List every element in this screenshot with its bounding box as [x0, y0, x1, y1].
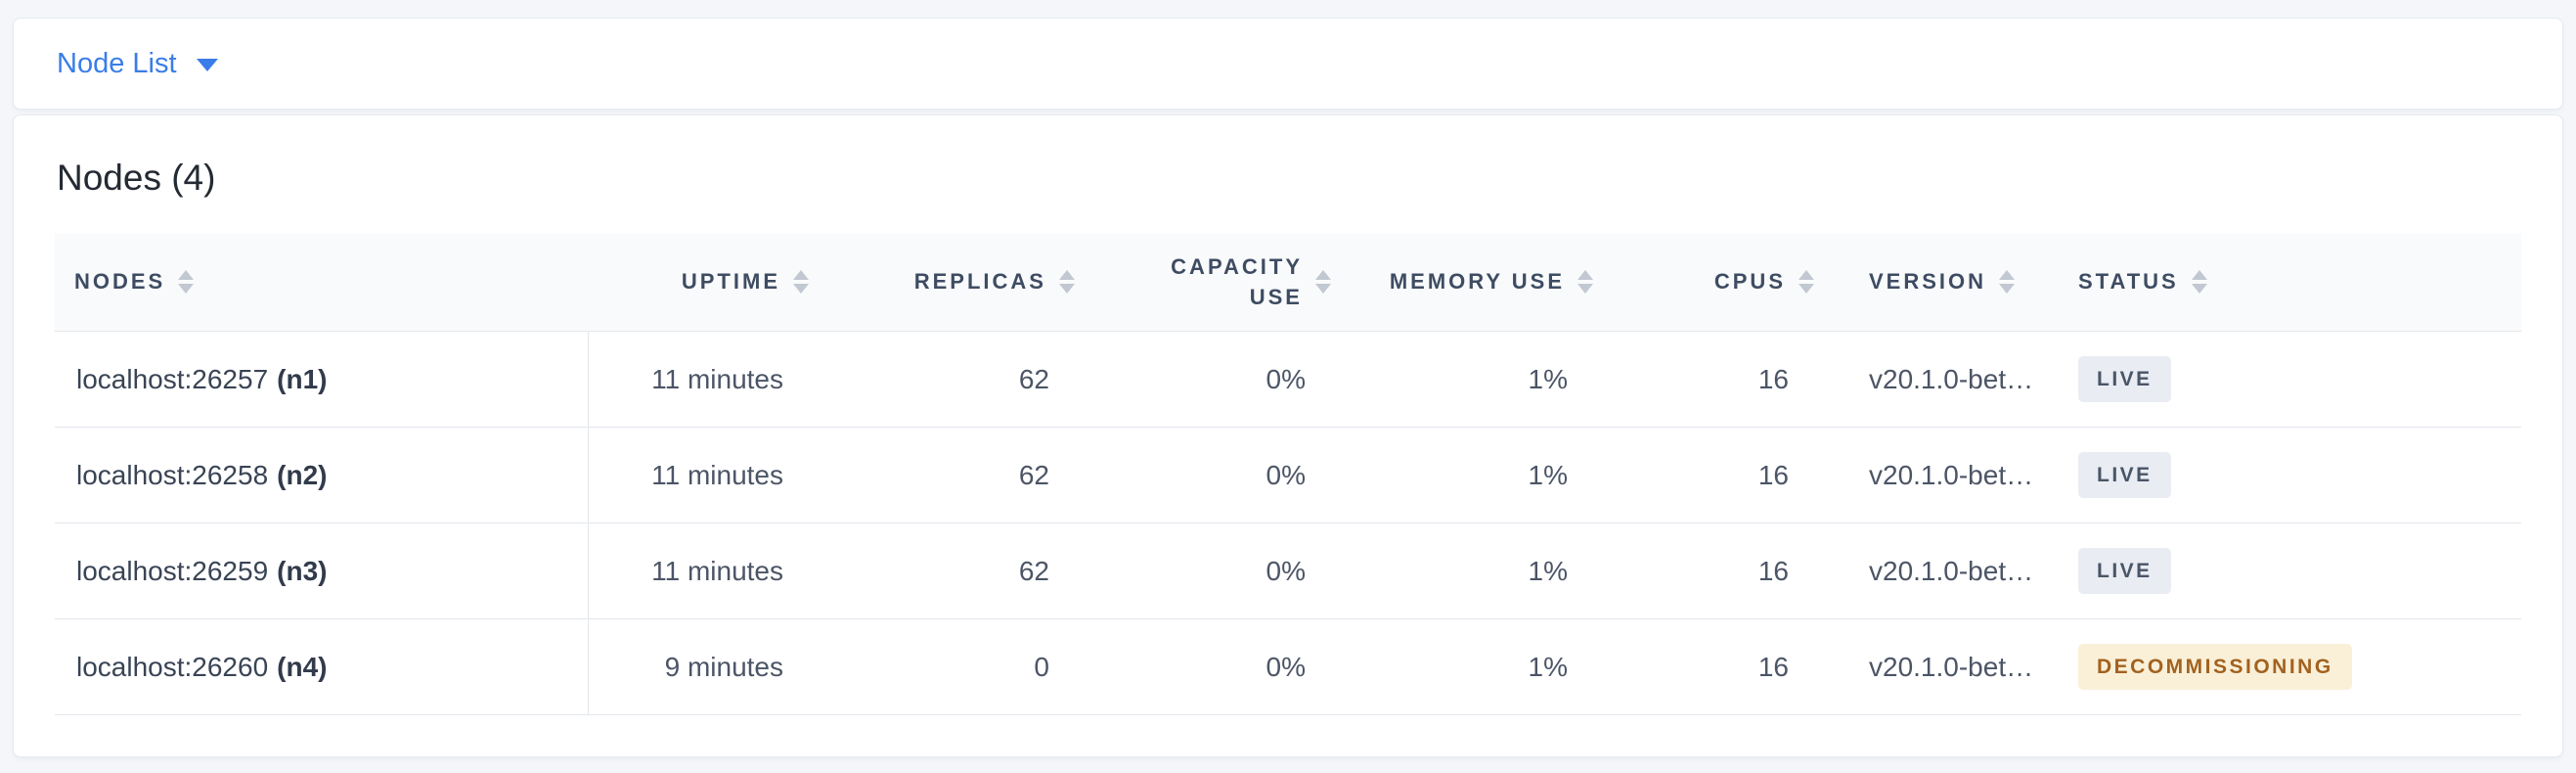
cell-cpus: 16 — [1593, 618, 1814, 716]
sort-icon — [793, 270, 809, 295]
cell-version: v20.1.0-bet… — [1814, 427, 2049, 524]
cell-nodes: localhost:26257 (n1) — [55, 331, 589, 429]
column-label-version: VERSION — [1869, 269, 1987, 295]
column-header-inner: MEMORY USE — [1331, 269, 1593, 295]
sort-icon — [1059, 270, 1075, 295]
column-label-uptime: UPTIME — [681, 269, 780, 295]
nodes-panel: Nodes (4) NODES UPTIME REPLICAS CAPACITY US… — [13, 114, 2563, 757]
nodes-table: NODES UPTIME REPLICAS CAPACITY USE MEMORY US… — [55, 233, 2521, 716]
cell-cpus: 16 — [1593, 523, 1814, 620]
column-label-memory_use: MEMORY USE — [1389, 269, 1565, 295]
cell-memory_use: 1% — [1331, 331, 1593, 429]
sort-icon — [2191, 270, 2207, 295]
column-header-inner: REPLICAS — [809, 269, 1075, 295]
page: Node List Nodes (4) NODES UPTIME REPLICAS C… — [13, 18, 2563, 757]
cell-nodes: localhost:26259 (n3) — [55, 523, 589, 620]
column-label-nodes: NODES — [74, 269, 166, 295]
table-row[interactable]: localhost:26257 (n1) 11 minutes 62 0% 1% 16 v20… — [55, 331, 2521, 429]
node-address[interactable]: localhost:26259 — [76, 555, 269, 586]
view-dropdown[interactable]: Node List — [57, 48, 218, 80]
node-address[interactable]: localhost:26260 — [76, 651, 269, 682]
view-selector-bar: Node List — [13, 18, 2563, 110]
column-header-status[interactable]: STATUS — [2049, 233, 2521, 333]
column-header-inner: CAPACITY USE — [1075, 251, 1331, 314]
cell-version: v20.1.0-bet… — [1814, 618, 2049, 716]
table-header-row: NODES UPTIME REPLICAS CAPACITY USE MEMORY US… — [55, 233, 2521, 333]
cell-replicas: 62 — [809, 331, 1075, 429]
column-header-inner: VERSION — [1814, 269, 2049, 295]
cell-capacity_use: 0% — [1075, 618, 1331, 716]
cell-capacity_use: 0% — [1075, 427, 1331, 524]
view-dropdown-label: Node List — [57, 47, 177, 79]
table-row[interactable]: localhost:26260 (n4) 9 minutes 0 0% 1% 16 v20.1… — [55, 618, 2521, 716]
sort-icon — [1799, 270, 1814, 295]
column-header-memory_use[interactable]: MEMORY USE — [1331, 233, 1593, 333]
node-address[interactable]: localhost:26257 — [76, 363, 269, 394]
cell-replicas: 62 — [809, 523, 1075, 620]
cell-status: LIVE — [2049, 331, 2521, 429]
cell-uptime: 9 minutes — [588, 618, 809, 716]
cell-capacity_use: 0% — [1075, 331, 1331, 429]
cell-memory_use: 1% — [1331, 618, 1593, 716]
column-header-capacity_use[interactable]: CAPACITY USE — [1075, 233, 1331, 333]
column-header-inner: NODES — [55, 269, 588, 295]
status-badge: LIVE — [2078, 452, 2171, 499]
table-row[interactable]: localhost:26258 (n2) 11 minutes 62 0% 1% 16 v20… — [55, 427, 2521, 524]
cell-uptime: 11 minutes — [588, 427, 809, 524]
node-id: (n4) — [277, 651, 328, 682]
column-header-version[interactable]: VERSION — [1814, 233, 2049, 333]
sort-icon — [178, 270, 195, 295]
status-badge: LIVE — [2078, 548, 2171, 595]
page-title: Nodes (4) — [57, 158, 216, 198]
cell-replicas: 0 — [809, 618, 1075, 716]
cell-status: LIVE — [2049, 427, 2521, 524]
node-id: (n3) — [277, 555, 328, 586]
node-address[interactable]: localhost:26258 — [76, 459, 269, 490]
cell-uptime: 11 minutes — [588, 331, 809, 429]
chevron-down-icon — [196, 59, 218, 71]
sort-icon — [1315, 270, 1331, 295]
cell-nodes: localhost:26260 (n4) — [55, 618, 589, 716]
column-header-replicas[interactable]: REPLICAS — [809, 233, 1075, 333]
sort-icon — [1577, 270, 1593, 295]
column-label-replicas: REPLICAS — [913, 269, 1046, 295]
column-label-capacity_use: CAPACITY USE — [1171, 253, 1303, 310]
cell-status: LIVE — [2049, 523, 2521, 620]
cell-status: DECOMMISSIONING — [2049, 618, 2521, 716]
column-header-inner: CPUS — [1593, 269, 1814, 295]
status-badge: LIVE — [2078, 356, 2171, 403]
column-header-uptime[interactable]: UPTIME — [588, 233, 809, 333]
cell-nodes: localhost:26258 (n2) — [55, 427, 589, 524]
cell-cpus: 16 — [1593, 331, 1814, 429]
cell-uptime: 11 minutes — [588, 523, 809, 620]
table-header: NODES UPTIME REPLICAS CAPACITY USE MEMORY US… — [55, 233, 2521, 333]
cell-memory_use: 1% — [1331, 427, 1593, 524]
column-header-inner: STATUS — [2049, 269, 2521, 295]
sort-icon — [1999, 270, 2016, 295]
cell-memory_use: 1% — [1331, 523, 1593, 620]
column-header-cpus[interactable]: CPUS — [1593, 233, 1814, 333]
node-id: (n2) — [277, 459, 328, 490]
column-header-nodes[interactable]: NODES — [55, 233, 588, 333]
cell-version: v20.1.0-bet… — [1814, 523, 2049, 620]
cell-cpus: 16 — [1593, 427, 1814, 524]
node-id: (n1) — [277, 363, 328, 394]
column-label-status: STATUS — [2078, 269, 2179, 295]
cell-capacity_use: 0% — [1075, 523, 1331, 620]
column-label-cpus: CPUS — [1713, 269, 1786, 295]
cell-version: v20.1.0-bet… — [1814, 331, 2049, 429]
column-header-inner: UPTIME — [588, 269, 809, 295]
status-badge: DECOMMISSIONING — [2078, 644, 2352, 691]
table-row[interactable]: localhost:26259 (n3) 11 minutes 62 0% 1% 16 v20… — [55, 523, 2521, 620]
cell-replicas: 62 — [809, 427, 1075, 524]
